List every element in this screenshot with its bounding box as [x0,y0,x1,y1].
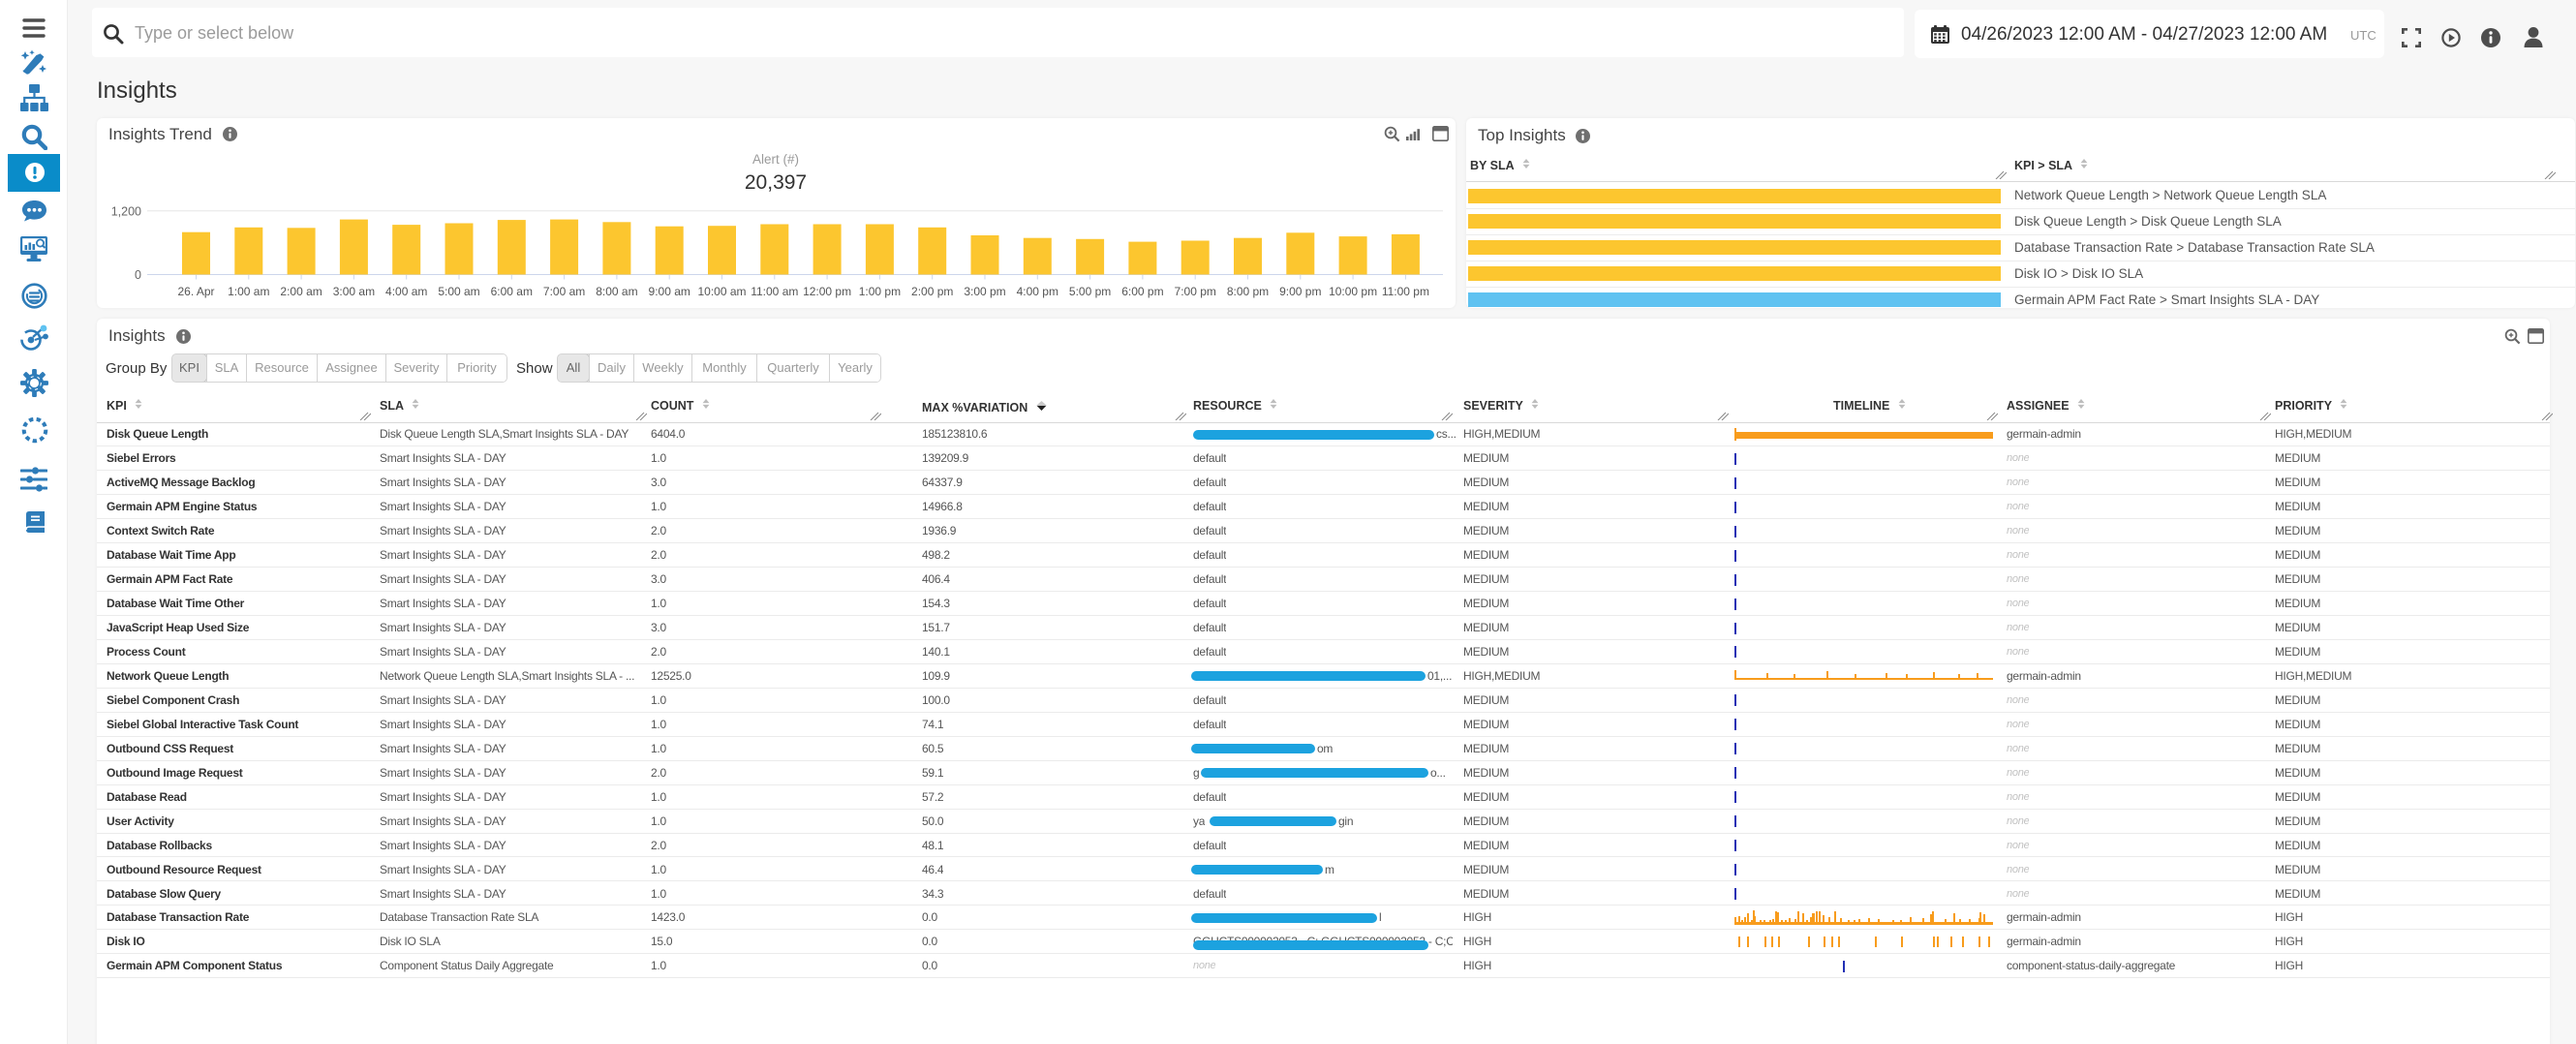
svg-text:0: 0 [135,268,141,282]
svg-text:4:00 pm: 4:00 pm [1017,285,1058,298]
svg-text:6:00 am: 6:00 am [491,285,533,298]
svg-text:7:00 am: 7:00 am [543,285,585,298]
svg-text:10:00 am: 10:00 am [697,285,746,298]
svg-text:3:00 pm: 3:00 pm [964,285,1005,298]
svg-text:1:00 pm: 1:00 pm [859,285,901,298]
svg-text:5:00 pm: 5:00 pm [1069,285,1111,298]
svg-text:5:00 am: 5:00 am [438,285,479,298]
svg-text:3:00 am: 3:00 am [333,285,375,298]
svg-text:9:00 pm: 9:00 pm [1279,285,1321,298]
svg-text:Alert (#): Alert (#) [752,152,799,167]
svg-text:11:00 am: 11:00 am [751,285,798,298]
svg-text:4:00 am: 4:00 am [385,285,427,298]
svg-text:2:00 am: 2:00 am [280,285,322,298]
svg-text:26. Apr: 26. Apr [177,285,214,298]
svg-text:2:00 pm: 2:00 pm [911,285,953,298]
svg-text:7:00 pm: 7:00 pm [1175,285,1216,298]
svg-text:6:00 pm: 6:00 pm [1121,285,1163,298]
svg-text:1:00 am: 1:00 am [228,285,269,298]
svg-text:20,397: 20,397 [745,171,807,194]
svg-text:10:00 pm: 10:00 pm [1329,285,1377,298]
svg-text:8:00 pm: 8:00 pm [1227,285,1269,298]
svg-text:1,200: 1,200 [111,204,141,218]
svg-text:9:00 am: 9:00 am [649,285,690,298]
svg-text:12:00 pm: 12:00 pm [803,285,851,298]
svg-text:11:00 pm: 11:00 pm [1382,285,1429,298]
svg-text:8:00 am: 8:00 am [596,285,637,298]
